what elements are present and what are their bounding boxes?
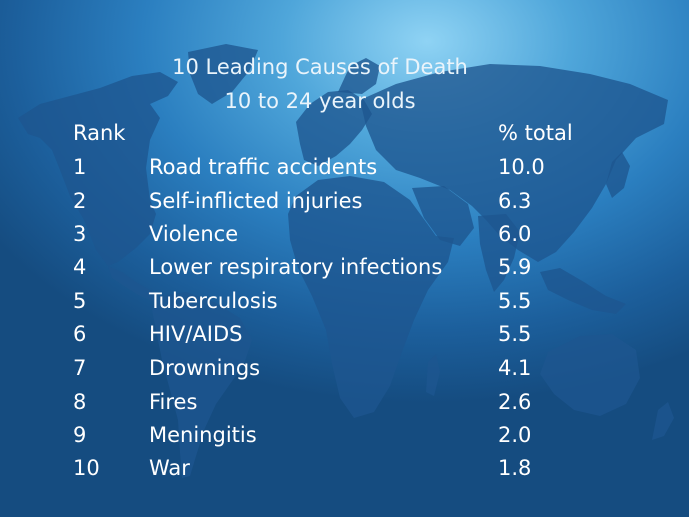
greenland-shape <box>188 44 258 104</box>
percent-cell: 4.1 <box>498 356 532 380</box>
cause-cell: HIV/AIDS <box>149 322 243 346</box>
percent-cell: 10.0 <box>498 155 545 179</box>
southeast-asia-shape <box>540 268 626 314</box>
percent-cell: 1.8 <box>498 456 532 480</box>
table-row: 5 Tuberculosis 5.5 <box>0 284 689 318</box>
table-row: 7 Drownings 4.1 <box>0 351 689 385</box>
cause-cell: Self-inflicted injuries <box>149 189 363 213</box>
arabia-shape <box>412 186 474 246</box>
percent-cell: 5.5 <box>498 289 532 313</box>
cause-cell: Violence <box>149 222 239 246</box>
table-row: 6 HIV/AIDS 5.5 <box>0 317 689 351</box>
slide-subtitle: 10 to 24 year olds <box>224 89 416 113</box>
rank-column-header: Rank <box>73 121 126 145</box>
central-america-shape <box>108 266 160 302</box>
rank-cell: 4 <box>73 255 87 279</box>
rank-cell: 5 <box>73 289 87 313</box>
cause-cell: Meningitis <box>149 423 257 447</box>
percent-cell: 6.3 <box>498 189 532 213</box>
table-row: 3 Violence 6.0 <box>0 217 689 251</box>
percent-cell: 6.0 <box>498 222 532 246</box>
cause-cell: Drownings <box>149 356 261 380</box>
asia-shape <box>360 64 668 262</box>
europe-shape <box>296 90 372 166</box>
percent-cell: 2.0 <box>498 423 532 447</box>
india-shape <box>478 214 520 292</box>
percent-column-header: % total <box>498 121 573 145</box>
cause-cell: Fires <box>149 390 198 414</box>
cause-cell: Tuberculosis <box>149 289 278 313</box>
south-america-shape <box>152 292 252 478</box>
percent-cell: 5.5 <box>498 322 532 346</box>
scandinavia-shape <box>338 58 380 94</box>
rank-cell: 1 <box>73 155 87 179</box>
rank-cell: 3 <box>73 222 87 246</box>
rank-cell: 6 <box>73 322 87 346</box>
table-row: 9 Meningitis 2.0 <box>0 418 689 452</box>
madagascar-shape <box>426 354 440 396</box>
table-row: 1 Road traffic accidents 10.0 <box>0 150 689 184</box>
cause-cell: Lower respiratory infections <box>149 255 443 279</box>
cause-cell: War <box>149 456 190 480</box>
table-header: Rank % total <box>0 116 689 150</box>
percent-cell: 2.6 <box>498 390 532 414</box>
table-row: 2 Self-inflicted injuries 6.3 <box>0 184 689 218</box>
rank-cell: 7 <box>73 356 87 380</box>
africa-shape <box>288 176 454 418</box>
new-zealand-shape <box>652 402 674 440</box>
rank-cell: 9 <box>73 423 87 447</box>
australia-shape <box>540 334 640 416</box>
north-america-shape <box>18 72 178 266</box>
slide-title: 10 Leading Causes of Death <box>172 55 468 79</box>
cause-cell: Road traffic accidents <box>149 155 378 179</box>
percent-cell: 5.9 <box>498 255 532 279</box>
rank-cell: 10 <box>73 456 100 480</box>
table-row: 8 Fires 2.6 <box>0 385 689 419</box>
rank-cell: 8 <box>73 390 87 414</box>
table-row: 4 Lower respiratory infections 5.9 <box>0 250 689 284</box>
table-row: 10 War 1.8 <box>0 451 689 485</box>
japan-shape <box>606 152 630 198</box>
rank-cell: 2 <box>73 189 87 213</box>
